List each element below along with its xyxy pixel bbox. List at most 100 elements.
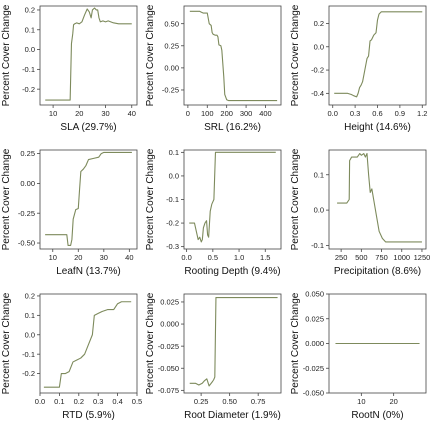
y-tick-label: 0.0 xyxy=(314,206,324,215)
x-tick-label: 1.5 xyxy=(260,253,270,262)
plot-frame xyxy=(39,5,138,106)
x-tick-label: 0.3 xyxy=(93,397,103,406)
y-tick-label: 0.25 xyxy=(164,41,179,50)
y-tick-label: 0.00 xyxy=(164,63,179,72)
x-tick-label: 20 xyxy=(389,397,397,406)
y-tick-label: 0.2 xyxy=(314,19,324,28)
x-axis-label: Root Diameter (1.9%) xyxy=(184,410,281,421)
panel-4: -0.50 -0.25 0.00 0.25 10 20 30 40 LeafN (13.7%) P… xyxy=(1,148,138,277)
x-tick-label: 1250 xyxy=(414,253,431,262)
panel-6: -0.1 0.0 0.1 250 500 750 1000 1250 Precipitation… xyxy=(290,148,430,277)
plot-frame xyxy=(39,293,138,394)
y-tick-label: -0.2 xyxy=(22,369,35,378)
x-tick-label: 10 xyxy=(357,397,365,406)
y-tick-label: 0.050 xyxy=(305,290,324,299)
panel-2: -0.25 0.00 0.25 0.50 0 100 200 300 400 SRL (16.2%… xyxy=(145,4,282,133)
x-tick-label: 0.0 xyxy=(328,109,338,118)
y-tick-label: -0.2 xyxy=(166,219,179,228)
x-tick-label: 300 xyxy=(240,109,253,118)
x-tick-label: 1000 xyxy=(393,253,410,262)
y-tick-label: -0.1 xyxy=(22,350,35,359)
x-tick-label: 750 xyxy=(375,253,388,262)
x-tick-label: 400 xyxy=(259,109,272,118)
series-line xyxy=(189,10,278,102)
y-tick-label: -0.3 xyxy=(166,242,179,251)
plot-frame xyxy=(183,149,282,250)
panel-1: -0.2 -0.1 0.0 0.1 0.2 10 20 30 40 SLA (29.7%) Perc… xyxy=(1,4,138,133)
y-tick-label: -0.025 xyxy=(158,342,179,351)
x-tick-label: 0.25 xyxy=(194,397,209,406)
y-axis-label: Percent Cover Change xyxy=(1,292,12,394)
x-axis-label: SRL (16.2%) xyxy=(204,122,261,133)
x-tick-label: 0.5 xyxy=(132,397,142,406)
y-tick-label: -0.1 xyxy=(166,195,179,204)
y-tick-label: -0.4 xyxy=(311,89,324,98)
x-axis-label: SLA (29.7%) xyxy=(60,122,116,133)
x-tick-label: 10 xyxy=(49,109,57,118)
y-axis-label: Percent Cover Change xyxy=(290,148,301,250)
y-tick-label: -0.25 xyxy=(162,86,179,95)
y-tick-label: 0.2 xyxy=(25,6,35,15)
x-tick-label: 200 xyxy=(220,109,233,118)
x-tick-label: 0.4 xyxy=(112,397,122,406)
y-tick-label: 0.50 xyxy=(164,19,179,28)
x-tick-label: 1.0 xyxy=(234,253,244,262)
series-line xyxy=(189,296,278,387)
x-tick-label: 20 xyxy=(74,253,82,262)
series-line xyxy=(334,11,423,98)
y-axis-label: Percent Cover Change xyxy=(290,292,301,394)
x-tick-label: 0.9 xyxy=(395,109,405,118)
y-tick-label: 0.0 xyxy=(314,42,324,51)
y-axis-label: Percent Cover Change xyxy=(290,4,301,106)
panel-7: -0.2 -0.1 0.0 0.1 0.2 0.0 0.1 0.2 0.3 0.4 0.5 RTD (… xyxy=(1,292,142,421)
y-tick-label: -0.25 xyxy=(18,209,35,218)
series-line xyxy=(189,151,276,243)
panel-9: -0.050 -0.025 0.000 0.025 0.050 10 20 RootN (0%… xyxy=(290,290,427,421)
x-axis-label: Rooting Depth (9.4%) xyxy=(184,266,280,277)
x-axis-label: RootN (0%) xyxy=(351,410,403,421)
x-axis-label: LeafN (13.7%) xyxy=(56,266,120,277)
panel-5: -0.3 -0.2 -0.1 0.0 0.1 0.0 0.5 1.0 1.5 Rooting De… xyxy=(145,148,282,277)
y-tick-label: -0.050 xyxy=(303,389,324,398)
plot-frame xyxy=(39,149,138,250)
x-tick-label: 0.75 xyxy=(251,397,266,406)
y-tick-label: 0.25 xyxy=(20,149,35,158)
x-tick-label: 500 xyxy=(355,253,368,262)
y-tick-label: -0.050 xyxy=(158,364,179,373)
series-line xyxy=(43,301,132,388)
y-tick-label: -0.2 xyxy=(22,85,35,94)
panel-8: -0.075 -0.050 -0.025 0.000 0.025 0.25 0.50 0.75… xyxy=(145,292,282,421)
x-axis-label: RTD (5.9%) xyxy=(62,410,115,421)
x-tick-label: 0.6 xyxy=(372,109,382,118)
y-tick-label: -0.50 xyxy=(18,239,35,248)
x-tick-label: 30 xyxy=(100,253,108,262)
plot-frame xyxy=(183,5,282,106)
y-axis-label: Percent Cover Change xyxy=(1,4,12,106)
y-tick-label: 0.000 xyxy=(160,320,179,329)
x-axis-label: Precipitation (8.6%) xyxy=(334,266,421,277)
y-tick-label: -0.1 xyxy=(311,241,324,250)
x-axis-label: Height (14.6%) xyxy=(344,122,411,133)
y-tick-label: 0.0 xyxy=(25,330,35,339)
y-tick-label: 0.2 xyxy=(25,292,35,301)
x-tick-label: 0.0 xyxy=(181,253,191,262)
y-tick-label: 0.1 xyxy=(169,148,179,157)
y-tick-label: -0.075 xyxy=(158,386,179,395)
x-tick-label: 0.0 xyxy=(35,397,45,406)
y-axis-label: Percent Cover Change xyxy=(145,148,156,250)
series-line xyxy=(45,151,132,246)
x-tick-label: 40 xyxy=(125,253,133,262)
y-tick-label: 0.0 xyxy=(169,172,179,181)
x-tick-label: 30 xyxy=(101,109,109,118)
x-tick-label: 0.1 xyxy=(54,397,64,406)
x-tick-label: 10 xyxy=(49,253,57,262)
x-tick-label: 0.5 xyxy=(208,253,218,262)
y-tick-label: 0.1 xyxy=(25,25,35,34)
plot-frame xyxy=(328,149,427,250)
x-tick-label: 250 xyxy=(335,253,348,262)
y-tick-label: -0.1 xyxy=(22,65,35,74)
plot-frame xyxy=(183,293,282,394)
y-axis-label: Percent Cover Change xyxy=(145,4,156,106)
y-tick-label: 0.025 xyxy=(305,314,324,323)
